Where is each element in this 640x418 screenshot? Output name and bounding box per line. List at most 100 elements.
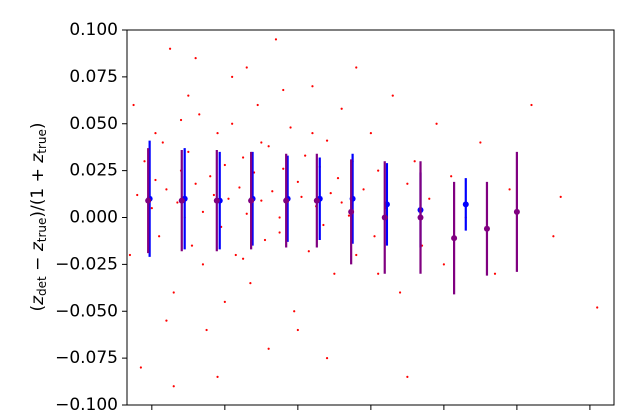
scatter-point xyxy=(278,231,281,234)
scatter-point xyxy=(172,291,175,294)
scatter-point xyxy=(143,160,146,163)
scatter-point xyxy=(300,195,303,198)
y-axis-label-part: z xyxy=(28,241,48,252)
y-tick-label: −0.075 xyxy=(55,348,118,368)
y-axis-label-part: ) xyxy=(28,122,48,129)
y-tick-label: 0.075 xyxy=(69,67,118,87)
scatter-point xyxy=(479,141,482,144)
scatter-point xyxy=(241,156,245,159)
plot-frame xyxy=(126,29,615,406)
error-point xyxy=(178,197,185,204)
scatter-point xyxy=(187,150,190,153)
scatter-point xyxy=(165,319,168,322)
error-point xyxy=(348,208,355,215)
scatter-point xyxy=(260,141,263,144)
scatter-point xyxy=(245,212,248,215)
scatter-point xyxy=(241,257,245,260)
scatter-point xyxy=(391,94,394,97)
scatter-point xyxy=(413,160,416,163)
scatter-point xyxy=(355,66,358,69)
scatter-point xyxy=(249,282,252,285)
scatter-point xyxy=(231,122,234,125)
y-axis-label: (zdet − ztrue)/(1 + ztrue) xyxy=(28,122,49,311)
scatter-point xyxy=(212,193,215,197)
scatter-point xyxy=(333,272,336,275)
scatter-point xyxy=(136,193,139,197)
scatter-point xyxy=(293,310,296,313)
scatter-point xyxy=(205,328,208,332)
y-tick-label: 0.100 xyxy=(69,20,118,40)
scatter-point xyxy=(435,122,438,125)
scatter-point xyxy=(296,328,299,332)
scatter-point xyxy=(325,139,329,142)
scatter-point xyxy=(329,192,332,195)
y-axis-label-part: z xyxy=(28,153,48,164)
scatter-point xyxy=(231,75,234,78)
scatter-point xyxy=(596,306,599,309)
scatter-point xyxy=(132,103,135,107)
error-point xyxy=(451,235,458,242)
scatter-point xyxy=(369,132,372,135)
y-tick-label: −0.050 xyxy=(55,301,118,321)
scatter-point xyxy=(347,214,351,217)
y-axis-label-part: ( xyxy=(28,305,48,312)
scatter-point xyxy=(187,94,190,97)
scatter-point xyxy=(304,154,307,157)
scatter-point xyxy=(530,103,533,107)
scatter-point xyxy=(296,180,299,183)
y-tick-label: 0.025 xyxy=(69,161,118,181)
scatter-point xyxy=(161,141,164,144)
scatter-point xyxy=(398,291,402,294)
scatter-point xyxy=(508,188,511,191)
error-point xyxy=(248,197,255,204)
error-point xyxy=(513,208,520,215)
scatter-point xyxy=(168,47,172,50)
scatter-point xyxy=(355,253,358,257)
y-axis-label-part: − xyxy=(28,251,48,276)
scatter-point xyxy=(190,244,194,247)
error-point xyxy=(213,197,220,204)
scatter-point xyxy=(340,201,343,204)
scatter-point xyxy=(450,175,453,178)
scatter-point xyxy=(263,238,267,242)
error-point xyxy=(145,197,152,204)
scatter-point xyxy=(311,132,314,135)
y-tick-label: −0.100 xyxy=(55,395,118,414)
y-axis-label-part: )/(1 + xyxy=(28,163,48,218)
y-axis-label-part: true xyxy=(35,129,49,154)
scatter-point xyxy=(150,207,153,210)
scatter-point xyxy=(267,347,270,350)
scatter-point xyxy=(311,85,314,88)
scatter-point xyxy=(139,366,142,369)
scatter-point xyxy=(201,210,205,213)
scatter-point xyxy=(223,163,226,167)
scatter-point xyxy=(377,169,380,172)
scatter-point xyxy=(267,145,270,148)
scatter-point xyxy=(282,88,285,92)
scatter-point xyxy=(223,300,226,303)
y-tick-label: −0.025 xyxy=(55,254,118,274)
scatter-point xyxy=(336,177,340,180)
scatter-point xyxy=(238,186,241,189)
scatter-point xyxy=(271,190,274,193)
error-point xyxy=(462,201,469,208)
error-point xyxy=(381,214,388,221)
scatter-point xyxy=(194,57,197,60)
scatter-point xyxy=(260,199,263,202)
scatter-point xyxy=(362,188,365,191)
scatter-point xyxy=(154,132,157,135)
scatter-point xyxy=(128,253,132,257)
scatter-point xyxy=(245,66,248,69)
scatter-point xyxy=(172,385,175,388)
scatter-point xyxy=(274,38,278,41)
y-tick-label: 0.050 xyxy=(69,114,118,134)
scatter-point xyxy=(176,201,179,204)
scatter-point xyxy=(216,375,219,378)
scatter-point xyxy=(201,263,205,266)
scatter-point xyxy=(179,118,183,122)
scatter-point xyxy=(307,250,310,253)
scatter-point xyxy=(194,182,197,185)
scatter-point xyxy=(216,132,219,135)
error-point xyxy=(417,214,424,221)
